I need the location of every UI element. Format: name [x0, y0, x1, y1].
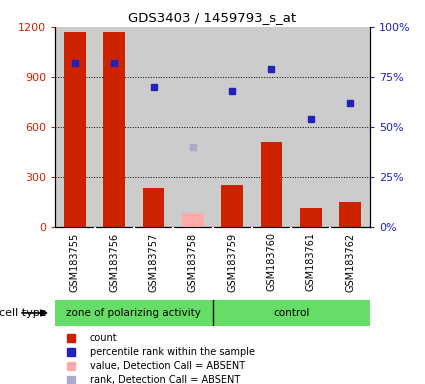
Bar [212, 300, 370, 326]
Text: GSM183757: GSM183757 [148, 232, 159, 291]
Bar [221, 185, 243, 227]
Text: value, Detection Call = ABSENT: value, Detection Call = ABSENT [90, 361, 245, 371]
Title: GDS3403 / 1459793_s_at: GDS3403 / 1459793_s_at [128, 11, 297, 24]
Text: GSM183755: GSM183755 [70, 232, 80, 291]
Bar [134, 27, 173, 227]
Bar [94, 27, 134, 227]
Text: count: count [90, 333, 117, 343]
Bar [300, 208, 322, 227]
Bar [261, 142, 282, 227]
Bar [143, 188, 164, 227]
Text: GSM183761: GSM183761 [306, 232, 316, 291]
Text: GSM183758: GSM183758 [188, 232, 198, 291]
Bar [55, 27, 94, 227]
Bar [103, 32, 125, 227]
Text: GSM183756: GSM183756 [109, 232, 119, 291]
Text: zone of polarizing activity: zone of polarizing activity [66, 308, 201, 318]
Bar [291, 27, 330, 227]
Bar [64, 32, 86, 227]
Text: rank, Detection Call = ABSENT: rank, Detection Call = ABSENT [90, 375, 240, 384]
Bar [173, 27, 212, 227]
Text: control: control [273, 308, 309, 318]
Bar [212, 27, 252, 227]
Text: cell type: cell type [0, 308, 47, 318]
Text: GSM183759: GSM183759 [227, 232, 237, 291]
Text: percentile rank within the sample: percentile rank within the sample [90, 347, 255, 357]
Text: GSM183762: GSM183762 [345, 232, 355, 291]
Text: GSM183760: GSM183760 [266, 232, 277, 291]
Bar [182, 213, 204, 227]
Bar [252, 27, 291, 227]
Bar [55, 300, 212, 326]
Bar [339, 202, 361, 227]
Bar [330, 27, 370, 227]
